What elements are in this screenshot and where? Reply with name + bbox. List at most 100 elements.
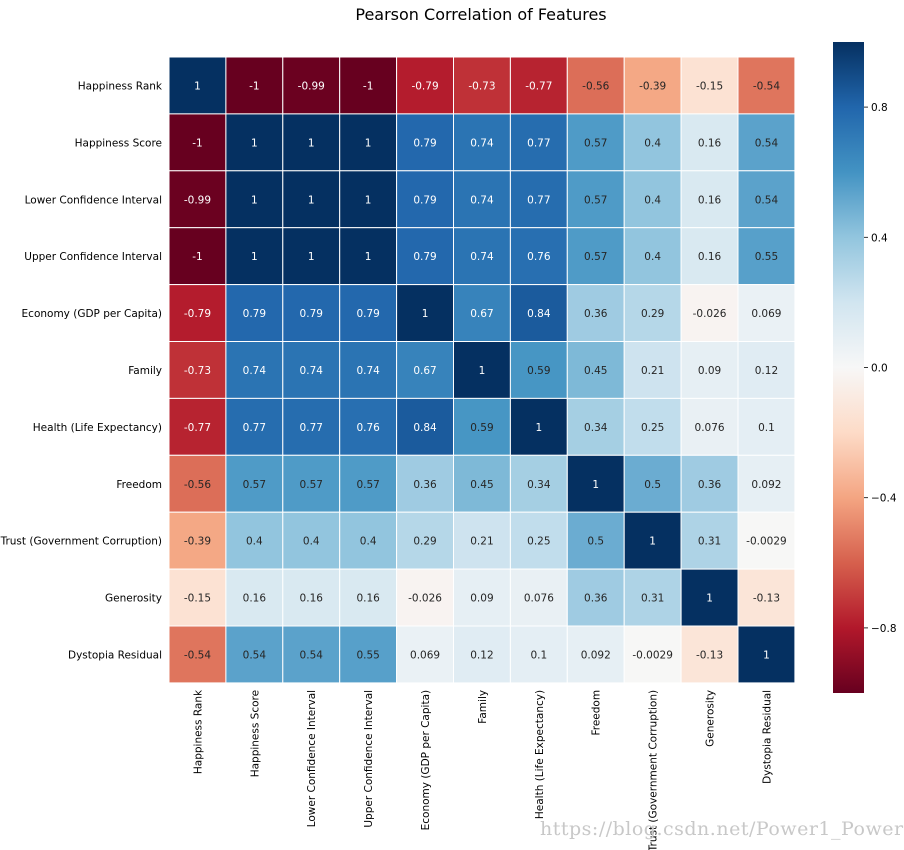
cell-value-label: 0.57 bbox=[584, 251, 607, 263]
column-tick-label: Generosity bbox=[705, 690, 717, 747]
cell-value-label: 0.76 bbox=[527, 251, 551, 263]
row-tick-label: Upper Confidence Interval bbox=[24, 251, 162, 263]
cell-value-label: -0.15 bbox=[696, 80, 723, 92]
cell-value-label: 0.34 bbox=[584, 422, 608, 434]
cell-value-label: -1 bbox=[363, 80, 373, 92]
cell-value-label: 0.74 bbox=[470, 194, 494, 206]
cell-value-label: -0.13 bbox=[696, 649, 723, 661]
cell-value-label: 0.092 bbox=[751, 479, 781, 491]
cell-value-label: 0.092 bbox=[581, 649, 611, 661]
cell-value-label: 0.25 bbox=[641, 422, 664, 434]
cell-value-label: 0.4 bbox=[303, 536, 320, 548]
heatmap-cell bbox=[623, 113, 682, 172]
cell-value-label: -0.77 bbox=[184, 422, 211, 434]
heatmap-cell bbox=[623, 625, 682, 684]
cell-value-label: -0.39 bbox=[639, 80, 666, 92]
heatmap-cell bbox=[282, 113, 341, 172]
row-tick-label: Freedom bbox=[116, 479, 162, 491]
cell-value-label: 0.5 bbox=[644, 479, 661, 491]
cell-value-label: 0.79 bbox=[356, 308, 379, 320]
cell-value-label: 0.25 bbox=[527, 536, 550, 548]
heatmap-cell bbox=[168, 56, 227, 115]
heatmap-cell bbox=[737, 170, 796, 229]
cell-value-label: 0.77 bbox=[300, 422, 323, 434]
heatmap-cell bbox=[566, 511, 625, 570]
cell-value-label: -0.15 bbox=[184, 593, 211, 605]
heatmap-cell bbox=[566, 454, 625, 513]
heatmap-cell bbox=[168, 511, 227, 570]
heatmap-cell bbox=[282, 397, 341, 456]
heatmap-cell bbox=[396, 170, 455, 229]
heatmap-cell bbox=[453, 511, 511, 570]
cell-value-label: 1 bbox=[308, 251, 315, 263]
heatmap-cell bbox=[168, 113, 227, 172]
heatmap-cell bbox=[396, 284, 455, 343]
cell-value-label: 0.74 bbox=[300, 365, 324, 377]
row-tick-label: Health (Life Expectancy) bbox=[33, 422, 162, 434]
heatmap-cell bbox=[623, 511, 682, 570]
row-tick-label: Generosity bbox=[105, 593, 162, 605]
heatmap-cell bbox=[623, 284, 682, 343]
heatmap-cell bbox=[339, 397, 398, 456]
cell-value-label: 0.77 bbox=[243, 422, 266, 434]
heatmap-cell bbox=[680, 56, 739, 115]
heatmap-cell bbox=[680, 511, 739, 570]
heatmap-cell bbox=[282, 170, 341, 229]
column-tick-label: Happiness Rank bbox=[192, 689, 204, 774]
heatmap-cell bbox=[737, 341, 796, 399]
cell-value-label: 0.74 bbox=[470, 137, 494, 149]
heatmap-cell bbox=[566, 113, 625, 172]
cell-value-label: 0.79 bbox=[413, 137, 436, 149]
cell-value-label: 1 bbox=[536, 422, 543, 434]
cell-value-label: -0.026 bbox=[693, 308, 727, 320]
heatmap-cell bbox=[623, 568, 682, 627]
cell-value-label: 0.29 bbox=[641, 308, 664, 320]
cell-value-label: 0.1 bbox=[758, 422, 775, 434]
cell-value-label: 0.4 bbox=[360, 536, 377, 548]
column-tick-label: Economy (GDP per Capita) bbox=[420, 690, 432, 830]
heatmap-cell bbox=[623, 341, 682, 399]
heatmap-cell bbox=[453, 454, 511, 513]
cell-value-label: 0.55 bbox=[356, 649, 379, 661]
heatmap-cell bbox=[168, 625, 227, 684]
cell-value-label: 0.16 bbox=[698, 251, 722, 263]
cell-value-label: 1 bbox=[365, 194, 372, 206]
heatmap-cell bbox=[680, 625, 739, 684]
column-tick-label: Upper Confidence Interval bbox=[363, 690, 375, 828]
cell-value-label: 0.36 bbox=[413, 479, 437, 491]
cell-value-label: 0.4 bbox=[644, 251, 661, 263]
cell-value-label: -1 bbox=[192, 137, 202, 149]
row-tick-label: Happiness Rank bbox=[78, 80, 163, 92]
column-labels: Happiness Rank Happiness Score Lower Confi… bbox=[192, 689, 773, 850]
cell-value-label: 0.45 bbox=[470, 479, 493, 491]
cell-value-label: -0.54 bbox=[184, 649, 211, 661]
heatmap-cell bbox=[737, 284, 796, 343]
heatmap-cell bbox=[509, 284, 568, 343]
heatmap-cell bbox=[396, 113, 455, 172]
row-tick-label: Family bbox=[128, 365, 162, 377]
cell-value-label: 0.67 bbox=[470, 308, 493, 320]
heatmap-cell bbox=[225, 56, 284, 115]
cell-value-label: -0.39 bbox=[184, 536, 211, 548]
heatmap-cell bbox=[453, 341, 511, 399]
cell-value-label: -1 bbox=[192, 251, 202, 263]
heatmap-cell bbox=[453, 397, 511, 456]
cell-value-label: -0.99 bbox=[298, 80, 325, 92]
cell-value-label: 0.67 bbox=[413, 365, 436, 377]
colorbar-tick-label: −0.4 bbox=[871, 493, 897, 505]
cell-value-label: 1 bbox=[763, 649, 770, 661]
row-labels: Happiness Rank Happiness Score Lower Confi… bbox=[0, 80, 163, 661]
cell-value-label: -0.54 bbox=[753, 80, 780, 92]
heatmap-cell bbox=[737, 397, 796, 456]
heatmap-cell bbox=[282, 284, 341, 343]
cell-value-label: 0.5 bbox=[587, 536, 604, 548]
cell-value-label: -0.56 bbox=[582, 80, 609, 92]
cell-value-label: 1 bbox=[251, 194, 258, 206]
cell-value-label: 1 bbox=[365, 251, 372, 263]
heatmap-cell bbox=[282, 568, 341, 627]
heatmap-cell bbox=[680, 227, 739, 286]
cell-value-label: 0.74 bbox=[243, 365, 267, 377]
cell-value-label: 0.79 bbox=[300, 308, 323, 320]
heatmap-cell bbox=[566, 56, 625, 115]
heatmap-cell bbox=[623, 227, 682, 286]
